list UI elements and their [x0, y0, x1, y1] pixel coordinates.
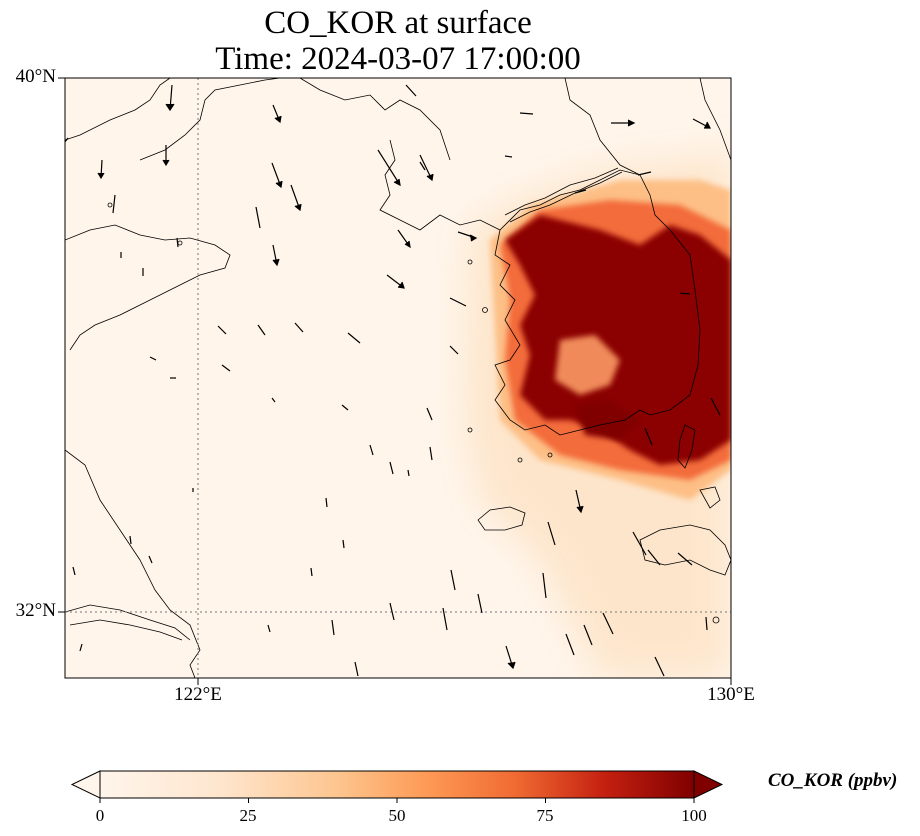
lon-label-130e: 130°E	[707, 684, 755, 705]
colorbar-tick-50: 50	[388, 806, 406, 825]
concentration-field	[465, 150, 731, 678]
colorbar	[70, 770, 724, 803]
colorbar-extend-min	[70, 770, 101, 799]
lon-label-122e: 122°E	[174, 684, 222, 705]
wind-vectors	[65, 84, 721, 677]
colorbar-tick-75: 75	[536, 806, 554, 825]
axis-ticks	[58, 77, 732, 685]
gridlines	[65, 78, 731, 678]
coastlines	[65, 78, 731, 678]
colorbar-tick-100: 100	[681, 806, 707, 825]
map-frame	[64, 77, 732, 679]
colorbar-label: CO_KOR (ppbv)	[768, 770, 898, 791]
lat-label-40n: 40°N	[15, 66, 56, 87]
colorbar-extend-max	[693, 770, 724, 799]
map-title-line1: CO_KOR at surface	[264, 5, 532, 41]
colorbar-tick-25: 25	[239, 806, 257, 825]
lat-label-32n: 32°N	[15, 600, 56, 621]
map-title-line2: Time: 2024-03-07 17:00:00	[215, 41, 581, 77]
colorbar-tick-0: 0	[95, 806, 105, 825]
colorbar-gradient	[100, 771, 694, 798]
